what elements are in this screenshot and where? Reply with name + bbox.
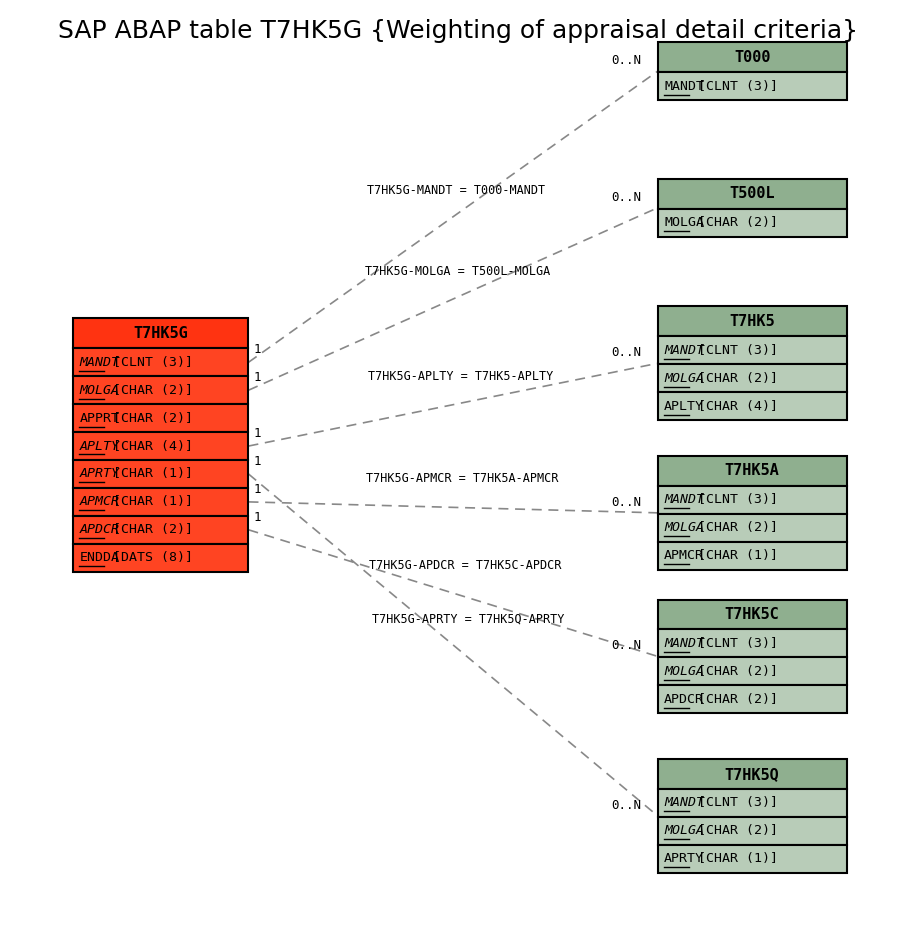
FancyBboxPatch shape — [73, 318, 249, 349]
Text: APMCR: APMCR — [80, 496, 119, 509]
Text: [CLNT (3)]: [CLNT (3)] — [690, 344, 778, 357]
FancyBboxPatch shape — [73, 404, 249, 432]
Text: 0..N: 0..N — [611, 55, 641, 68]
Text: [CLNT (3)]: [CLNT (3)] — [690, 637, 778, 650]
Text: 1: 1 — [254, 483, 261, 496]
FancyBboxPatch shape — [73, 487, 249, 516]
Text: [CHAR (2)]: [CHAR (2)] — [105, 384, 193, 397]
FancyBboxPatch shape — [657, 486, 846, 514]
FancyBboxPatch shape — [657, 179, 846, 209]
Text: [CLNT (3)]: [CLNT (3)] — [690, 796, 778, 809]
Text: T7HK5G: T7HK5G — [133, 326, 188, 341]
Text: APDCR: APDCR — [80, 524, 119, 536]
Text: T7HK5G-APMCR = T7HK5A-APMCR: T7HK5G-APMCR = T7HK5A-APMCR — [366, 473, 558, 486]
FancyBboxPatch shape — [657, 542, 846, 570]
Text: MANDT: MANDT — [664, 493, 704, 506]
FancyBboxPatch shape — [73, 460, 249, 487]
Text: 1: 1 — [254, 343, 261, 356]
FancyBboxPatch shape — [657, 759, 846, 789]
Text: SAP ABAP table T7HK5G {Weighting of appraisal detail criteria}: SAP ABAP table T7HK5G {Weighting of appr… — [59, 19, 858, 43]
Text: [CLNT (3)]: [CLNT (3)] — [690, 493, 778, 506]
Text: APRTY: APRTY — [664, 852, 704, 865]
Text: [CLNT (3)]: [CLNT (3)] — [690, 80, 778, 93]
Text: T7HK5G-APLTY = T7HK5-APLTY: T7HK5G-APLTY = T7HK5-APLTY — [368, 370, 553, 383]
Text: T7HK5C: T7HK5C — [724, 607, 779, 622]
FancyBboxPatch shape — [73, 349, 249, 376]
Text: 0..N: 0..N — [611, 496, 641, 509]
Text: T7HK5G-APRTY = T7HK5Q-APRTY: T7HK5G-APRTY = T7HK5Q-APRTY — [372, 612, 565, 625]
FancyBboxPatch shape — [657, 599, 846, 630]
FancyBboxPatch shape — [657, 685, 846, 713]
Text: T7HK5G-MANDT = T000-MANDT: T7HK5G-MANDT = T000-MANDT — [367, 184, 546, 197]
Text: [CHAR (2)]: [CHAR (2)] — [690, 216, 778, 229]
Text: [CHAR (1)]: [CHAR (1)] — [690, 852, 778, 865]
Text: 0..N: 0..N — [611, 639, 641, 652]
Text: APPRT: APPRT — [80, 412, 119, 425]
Text: MOLGA: MOLGA — [664, 824, 704, 837]
Text: [CHAR (2)]: [CHAR (2)] — [690, 522, 778, 535]
Text: 0..N: 0..N — [611, 346, 641, 359]
Text: [CHAR (2)]: [CHAR (2)] — [105, 412, 193, 425]
Text: APLTY: APLTY — [80, 439, 119, 452]
Text: MANDT: MANDT — [664, 344, 704, 357]
FancyBboxPatch shape — [73, 516, 249, 544]
FancyBboxPatch shape — [657, 845, 846, 873]
Text: [CHAR (1)]: [CHAR (1)] — [105, 496, 193, 509]
Text: [CHAR (1)]: [CHAR (1)] — [105, 467, 193, 480]
Text: T7HK5Q: T7HK5Q — [724, 767, 779, 782]
Text: [CHAR (4)]: [CHAR (4)] — [105, 439, 193, 452]
Text: 1: 1 — [254, 427, 261, 440]
FancyBboxPatch shape — [657, 43, 846, 72]
Text: T7HK5: T7HK5 — [729, 314, 775, 329]
Text: 1: 1 — [254, 511, 261, 524]
Text: MOLGA: MOLGA — [664, 522, 704, 535]
Text: [CHAR (2)]: [CHAR (2)] — [690, 824, 778, 837]
FancyBboxPatch shape — [657, 306, 846, 337]
Text: 0..N: 0..N — [611, 191, 641, 204]
FancyBboxPatch shape — [657, 456, 846, 486]
Text: T000: T000 — [734, 50, 770, 65]
FancyBboxPatch shape — [657, 789, 846, 817]
Text: MANDT: MANDT — [80, 356, 119, 369]
Text: 1: 1 — [254, 455, 261, 468]
Text: APLTY: APLTY — [664, 400, 704, 413]
FancyBboxPatch shape — [657, 364, 846, 392]
Text: [CLNT (3)]: [CLNT (3)] — [105, 356, 193, 369]
Text: ENDDA: ENDDA — [80, 551, 119, 564]
Text: [DATS (8)]: [DATS (8)] — [105, 551, 193, 564]
Text: MOLGA: MOLGA — [664, 665, 704, 678]
Text: MANDT: MANDT — [664, 796, 704, 809]
Text: T7HK5G-MOLGA = T500L-MOLGA: T7HK5G-MOLGA = T500L-MOLGA — [366, 265, 551, 277]
Text: [CHAR (2)]: [CHAR (2)] — [105, 524, 193, 536]
FancyBboxPatch shape — [73, 432, 249, 460]
Text: [CHAR (1)]: [CHAR (1)] — [690, 549, 778, 562]
Text: MOLGA: MOLGA — [664, 216, 704, 229]
Text: MANDT: MANDT — [664, 80, 704, 93]
FancyBboxPatch shape — [657, 72, 846, 100]
Text: APDCR: APDCR — [664, 693, 704, 706]
Text: T7HK5G-APDCR = T7HK5C-APDCR: T7HK5G-APDCR = T7HK5C-APDCR — [369, 559, 561, 572]
FancyBboxPatch shape — [657, 630, 846, 658]
FancyBboxPatch shape — [657, 658, 846, 685]
FancyBboxPatch shape — [657, 392, 846, 420]
Text: APRTY: APRTY — [80, 467, 119, 480]
Text: 1: 1 — [254, 371, 261, 384]
Text: [CHAR (2)]: [CHAR (2)] — [690, 372, 778, 385]
Text: MOLGA: MOLGA — [664, 372, 704, 385]
FancyBboxPatch shape — [657, 209, 846, 237]
FancyBboxPatch shape — [73, 544, 249, 572]
Text: [CHAR (2)]: [CHAR (2)] — [690, 665, 778, 678]
FancyBboxPatch shape — [73, 376, 249, 404]
Text: [CHAR (2)]: [CHAR (2)] — [690, 693, 778, 706]
Text: MANDT: MANDT — [664, 637, 704, 650]
Text: 0..N: 0..N — [611, 799, 641, 812]
Text: APMCR: APMCR — [664, 549, 704, 562]
FancyBboxPatch shape — [657, 514, 846, 542]
Text: MOLGA: MOLGA — [80, 384, 119, 397]
FancyBboxPatch shape — [657, 337, 846, 364]
Text: T7HK5A: T7HK5A — [724, 463, 779, 478]
FancyBboxPatch shape — [657, 817, 846, 845]
Text: T500L: T500L — [729, 186, 775, 202]
Text: [CHAR (4)]: [CHAR (4)] — [690, 400, 778, 413]
